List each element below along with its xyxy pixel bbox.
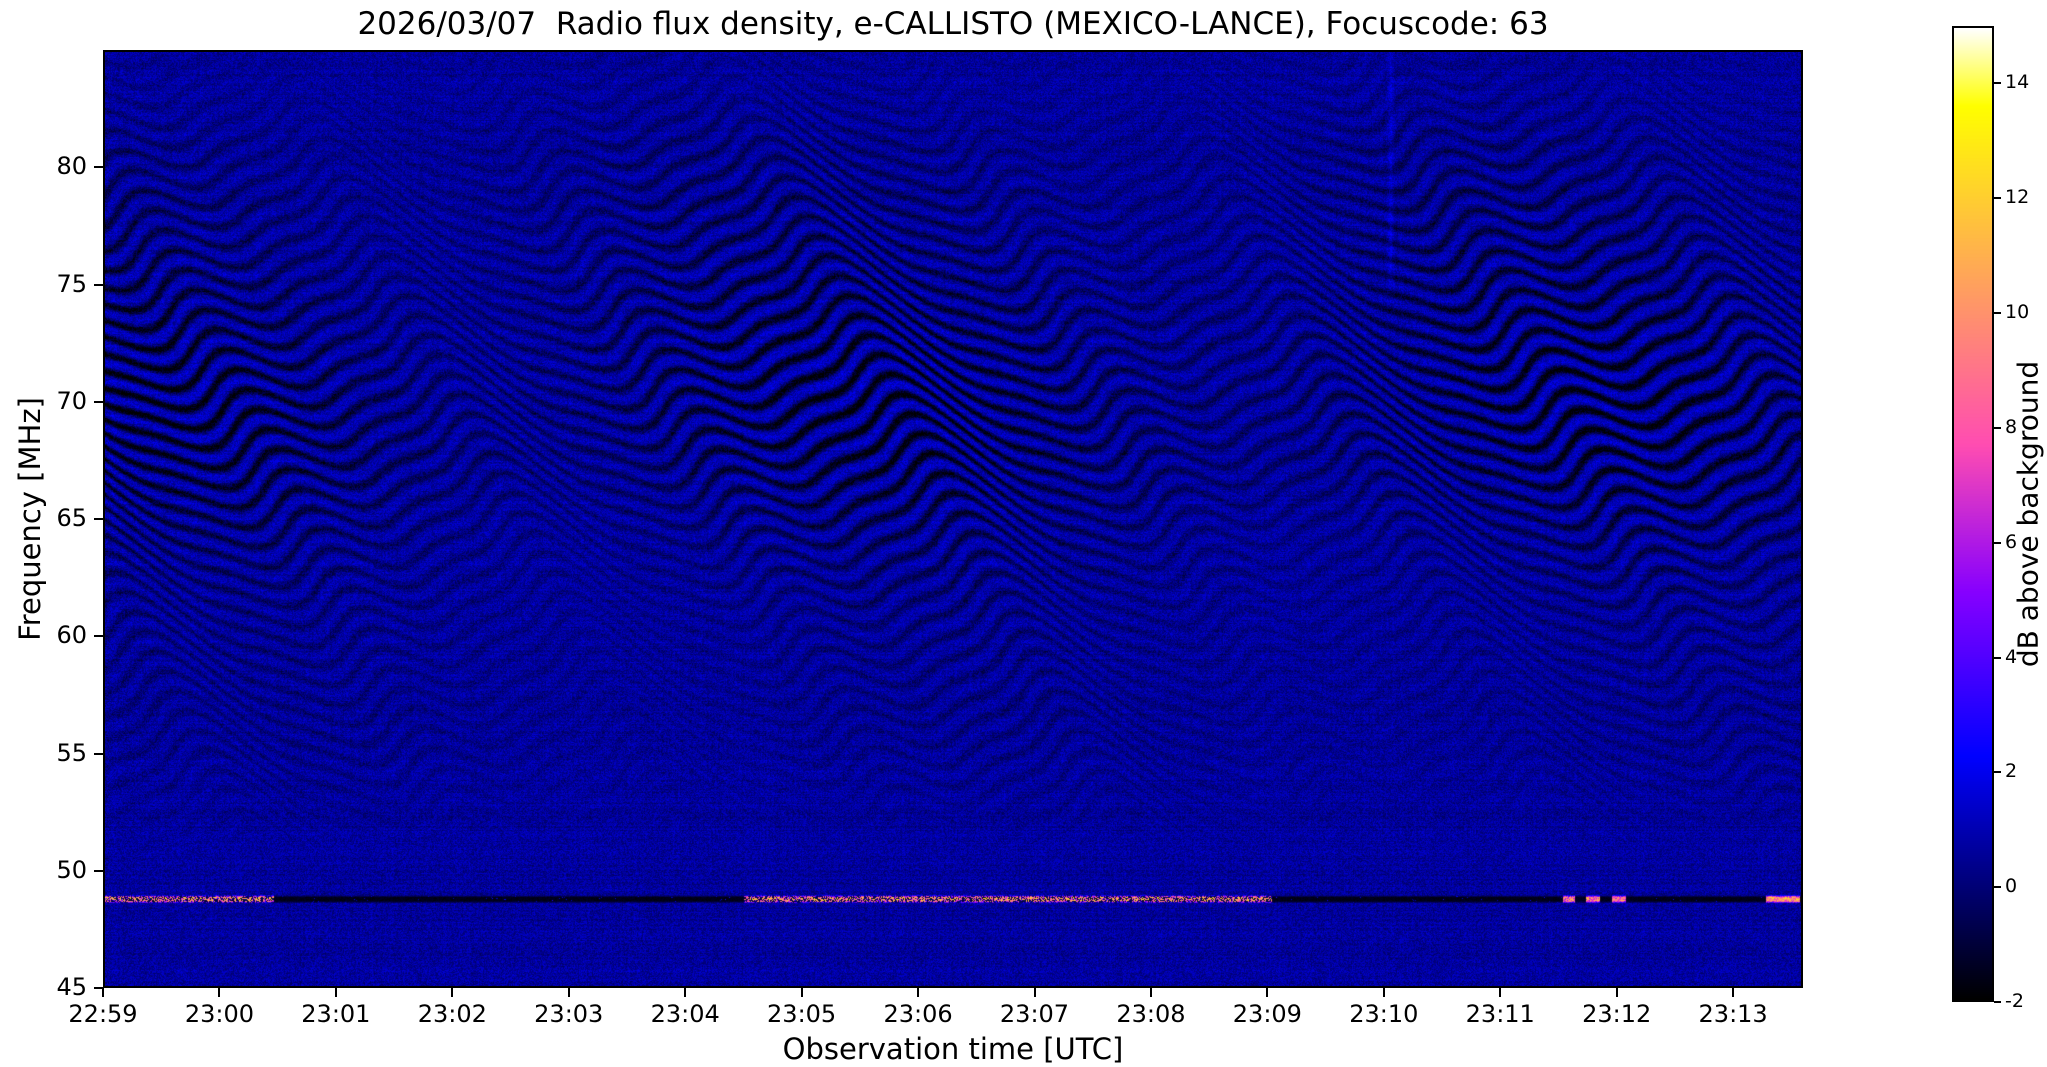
x-tick-label: 23:03: [534, 1000, 604, 1028]
colorbar-tick-label: 2: [2005, 760, 2018, 783]
x-tick-mark: [1266, 988, 1269, 997]
x-axis-label: Observation time [UTC]: [782, 1032, 1124, 1066]
colorbar-label: dB above background: [2011, 360, 2045, 668]
y-tick-mark: [94, 518, 103, 520]
colorbar-tick-mark: [1994, 656, 2001, 659]
y-tick-mark: [94, 635, 103, 638]
y-tick-label: 75: [56, 269, 87, 298]
colorbar-canvas: [1954, 28, 1992, 1000]
colorbar-tick-mark: [1994, 197, 2001, 200]
x-tick-label: 23:09: [1232, 1000, 1302, 1028]
x-tick-mark: [1732, 988, 1735, 997]
x-tick-label: 23:12: [1582, 1000, 1652, 1028]
spectrogram-canvas: [105, 52, 1801, 986]
x-tick-mark: [917, 988, 920, 997]
colorbar-tick-mark: [1994, 886, 2001, 889]
colorbar-tick-mark: [1994, 82, 2001, 85]
x-tick-mark: [102, 988, 104, 997]
colorbar-tick-label: 8: [2005, 415, 2018, 438]
colorbar-tick-label: 12: [2005, 186, 2030, 209]
spectrogram-plot: [103, 50, 1803, 988]
x-tick-label: 22:59: [68, 1000, 138, 1028]
y-tick-mark: [94, 869, 103, 872]
colorbar-tick-mark: [1994, 771, 2001, 774]
x-tick-mark: [1615, 988, 1618, 997]
x-tick-label: 23:11: [1465, 1000, 1535, 1028]
x-tick-label: 23:04: [650, 1000, 720, 1028]
x-tick-label: 23:10: [1349, 1000, 1419, 1028]
y-tick-mark: [94, 166, 103, 169]
colorbar-tick-label: 14: [2005, 71, 2030, 94]
x-tick-mark: [334, 988, 337, 997]
colorbar-tick-mark: [1994, 1001, 2001, 1003]
y-tick-label: 70: [56, 386, 87, 415]
x-tick-label: 23:06: [883, 1000, 953, 1028]
y-tick-mark: [94, 752, 103, 755]
y-tick-mark: [94, 987, 103, 989]
colorbar-tick-label: 4: [2005, 645, 2018, 668]
x-tick-label: 23:01: [301, 1000, 371, 1028]
colorbar-tick-label: 6: [2005, 530, 2018, 553]
colorbar-tick-label: -2: [2005, 990, 2024, 1012]
colorbar: [1952, 26, 1994, 1002]
x-tick-mark: [1033, 988, 1036, 997]
x-tick-label: 23:13: [1698, 1000, 1768, 1028]
colorbar-tick-mark: [1994, 312, 2001, 315]
colorbar-tick-mark: [1994, 426, 2001, 429]
y-tick-mark: [94, 283, 103, 286]
colorbar-tick-mark: [1994, 541, 2001, 544]
x-tick-mark: [1382, 988, 1385, 997]
x-tick-label: 23:02: [417, 1000, 487, 1028]
x-tick-mark: [800, 988, 803, 997]
x-tick-mark: [567, 988, 570, 997]
x-tick-mark: [218, 988, 221, 997]
x-tick-label: 23:07: [999, 1000, 1070, 1028]
x-tick-mark: [684, 988, 687, 997]
x-tick-mark: [1149, 988, 1152, 997]
x-tick-mark: [1499, 988, 1502, 997]
x-tick-label: 23:08: [1116, 1000, 1186, 1028]
y-tick-label: 65: [56, 504, 87, 532]
x-tick-label: 23:00: [184, 1000, 255, 1028]
y-tick-label: 50: [56, 855, 87, 884]
y-tick-mark: [94, 400, 103, 403]
y-tick-label: 60: [56, 621, 87, 650]
colorbar-tick-label: 0: [2005, 875, 2018, 898]
colorbar-tick-label: 10: [2005, 301, 2030, 324]
y-tick-label: 80: [56, 152, 87, 181]
chart-title: 2026/03/07 Radio flux density, e-CALLIST…: [357, 6, 1549, 42]
x-tick-mark: [451, 988, 454, 997]
x-tick-label: 23:05: [767, 1000, 837, 1028]
y-tick-label: 45: [56, 973, 87, 1001]
y-tick-label: 55: [56, 738, 87, 767]
